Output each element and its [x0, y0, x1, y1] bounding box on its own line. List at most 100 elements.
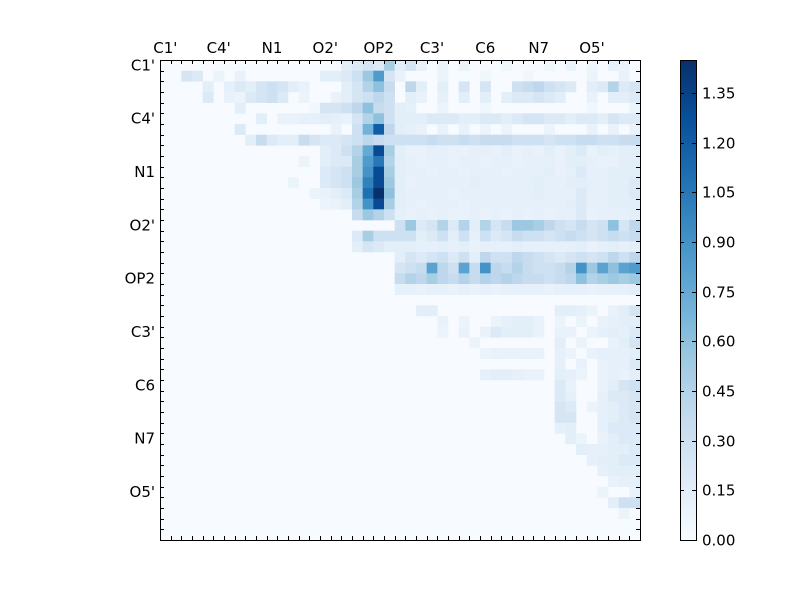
heatmap-cell: [522, 262, 534, 274]
heatmap-cell: [501, 230, 513, 242]
heatmap-cell: [629, 220, 641, 231]
heatmap-cell: [629, 284, 641, 295]
heatmap-cell: [618, 70, 630, 82]
heatmap-cell: [405, 188, 417, 199]
heatmap-cell: [426, 209, 438, 221]
heatmap-cell: [501, 177, 513, 189]
heatmap-cell: [490, 252, 502, 263]
heatmap-cell: [341, 134, 353, 146]
heatmap-cell: [597, 284, 609, 295]
heatmap-cell: [202, 92, 214, 103]
heatmap-cell: [469, 156, 481, 167]
heatmap-cell: [597, 444, 609, 455]
heatmap-cell: [565, 156, 577, 167]
heatmap-cell: [586, 305, 598, 317]
heatmap-cell: [565, 412, 577, 423]
heatmap-cell: [341, 81, 353, 93]
heatmap-cell: [618, 198, 630, 210]
heatmap-cell: [490, 316, 502, 327]
heatmap-cell: [373, 124, 385, 135]
heatmap-cell: [597, 412, 609, 423]
heatmap-cell: [416, 188, 427, 199]
heatmap-cell: [618, 241, 630, 253]
heatmap-cell: [544, 230, 555, 242]
heatmap-cell: [394, 156, 406, 167]
heatmap-cell: [618, 380, 630, 391]
heatmap-cell: [586, 81, 598, 93]
heatmap-cell: [554, 305, 566, 317]
heatmap-cell: [362, 92, 374, 103]
heatmap-cell: [618, 145, 630, 157]
heatmap-cell: [597, 81, 609, 93]
heatmap-cell: [490, 113, 502, 125]
heatmap-cell: [533, 177, 545, 189]
heatmap-cell: [618, 156, 630, 167]
heatmap-cell: [586, 188, 598, 199]
x-axis-tick-labels: C1' C4' N1 O2' OP2 C3' C6 N7 O5': [153, 39, 605, 57]
heatmap-cell: [437, 113, 449, 125]
heatmap-cell: [586, 102, 598, 114]
heatmap-cell: [405, 209, 417, 221]
heatmap-cell: [597, 241, 609, 253]
heatmap-cell: [608, 113, 619, 125]
heatmap-cell: [181, 70, 193, 82]
heatmap-cell: [501, 188, 513, 199]
heatmap-cell: [394, 60, 406, 71]
heatmap-cell: [394, 134, 406, 146]
heatmap-cell: [565, 380, 577, 391]
heatmap-cell: [565, 145, 577, 157]
heatmap-cell: [234, 81, 246, 93]
heatmap-cell: [629, 113, 641, 125]
heatmap-cell: [533, 209, 545, 221]
heatmap-cell: [352, 102, 363, 114]
heatmap-cell: [352, 198, 363, 210]
heatmap-cell: [480, 348, 491, 359]
heatmap-cell: [608, 81, 619, 93]
heatmap-cell: [597, 252, 609, 263]
heatmap-cell: [405, 177, 417, 189]
heatmap-cell: [618, 177, 630, 189]
heatmap-cell: [384, 177, 395, 189]
heatmap-cell: [522, 177, 534, 189]
heatmap-cell: [597, 134, 609, 146]
heatmap-cell: [597, 433, 609, 445]
heatmap-cell: [416, 177, 427, 189]
x-tick-label: C6: [475, 39, 495, 57]
heatmap-cell: [448, 284, 459, 295]
heatmap-cell: [586, 273, 598, 285]
heatmap-cell: [341, 70, 353, 82]
heatmap-cell: [490, 220, 502, 231]
heatmap-cell: [512, 241, 523, 253]
heatmap-cell: [576, 220, 587, 231]
heatmap-cell: [512, 252, 523, 263]
heatmap-cell: [416, 156, 427, 167]
heatmap-cell: [565, 241, 577, 253]
heatmap-cell: [608, 476, 619, 487]
heatmap-cell: [608, 444, 619, 455]
heatmap-cell: [330, 166, 342, 178]
heatmap-cell: [554, 188, 566, 199]
heatmap-cell: [586, 134, 598, 146]
x-tick-label: C4': [207, 39, 231, 57]
heatmap-cell: [618, 369, 630, 381]
heatmap-cell: [405, 145, 417, 157]
heatmap-cell: [618, 465, 630, 477]
heatmap-cell: [597, 348, 609, 359]
heatmap-cell: [480, 81, 491, 93]
heatmap-cell: [554, 358, 566, 370]
heatmap-cell: [437, 177, 449, 189]
heatmap-cell: [437, 145, 449, 157]
heatmap-cell: [352, 241, 363, 253]
heatmap-cell: [373, 92, 385, 103]
heatmap-cell: [501, 156, 513, 167]
heatmap-cell: [341, 166, 353, 178]
heatmap-cell: [629, 102, 641, 114]
heatmap-cell: [597, 358, 609, 370]
heatmap-cell: [448, 252, 459, 263]
heatmap-cell: [437, 156, 449, 167]
heatmap-cell: [554, 401, 566, 413]
heatmap-cell: [394, 209, 406, 221]
heatmap-cell: [437, 134, 449, 146]
heatmap-cell: [512, 134, 523, 146]
heatmap-cell: [565, 60, 577, 71]
